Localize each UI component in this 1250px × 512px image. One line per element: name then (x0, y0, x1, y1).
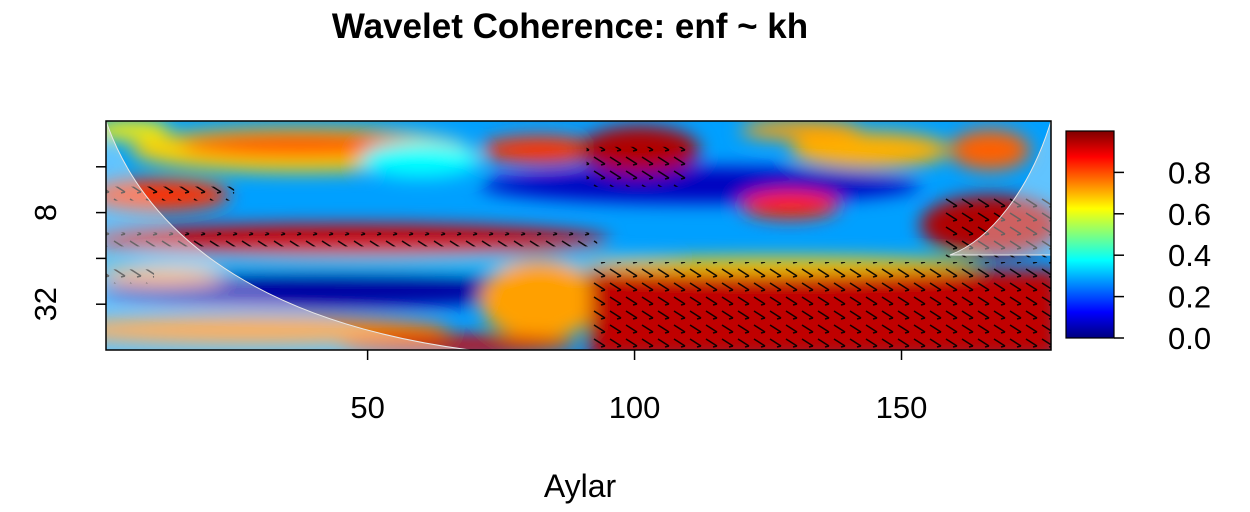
y-axis: 8 32 (28, 166, 106, 321)
arrow-field-block-right-mid (944, 197, 1051, 258)
x-tick-label-1: 100 (609, 390, 661, 425)
chart-title: Wavelet Coherence: enf ~ kh (332, 7, 808, 46)
y-tick-label-1: 8 (28, 204, 63, 221)
plot-frame (105, 120, 1052, 351)
colorbar-tick-label-3: 0.6 (1168, 197, 1211, 232)
cone-of-influence (106, 121, 1051, 350)
colorbar-tick-label-1: 0.2 (1168, 280, 1211, 315)
coherence-blob-4 (360, 142, 480, 178)
coherence-blob-9 (950, 130, 1030, 170)
x-axis: 50 100 150 (350, 350, 927, 425)
coherence-blob-2 (180, 133, 420, 157)
arrow-field-band-period-6 (106, 186, 235, 201)
arrow-field-block-lower-right (591, 262, 1051, 350)
colorbar-tick-label-0: 0.0 (1168, 321, 1211, 356)
x-tick-label-2: 150 (876, 390, 928, 425)
colorbar-tick-label-4: 0.8 (1168, 155, 1211, 190)
coherence-blob-20 (340, 335, 580, 350)
coherence-blob-8 (740, 191, 840, 219)
colorbar: 0.0 0.2 0.4 0.6 0.8 (1065, 130, 1211, 356)
coherence-blob-13 (106, 272, 560, 308)
coherence-blob-21 (106, 121, 170, 140)
x-tick-label-0: 50 (350, 390, 384, 425)
arrow-field-band-period-12 (106, 232, 598, 247)
arrow-field-band-period-21 (106, 269, 155, 284)
arrow-field-block-top-mid (586, 146, 688, 187)
coherence-blob-15 (480, 260, 600, 340)
coherence-blob-19 (106, 316, 450, 344)
coherence-blob-7 (790, 132, 950, 168)
colorbar-tick-label-2: 0.4 (1168, 238, 1211, 273)
x-axis-label: Aylar (544, 468, 617, 504)
coherence-blob-5 (480, 167, 920, 203)
colorbar-fill (1065, 130, 1115, 339)
coherence-blob-22 (740, 121, 860, 140)
colorbar-ticks: 0.0 0.2 0.4 0.6 0.8 (1114, 155, 1211, 356)
coherence-blob-6 (480, 136, 600, 164)
phase-arrows (106, 146, 1051, 350)
y-tick-label-3: 32 (28, 287, 63, 321)
plot-area (106, 121, 1051, 350)
